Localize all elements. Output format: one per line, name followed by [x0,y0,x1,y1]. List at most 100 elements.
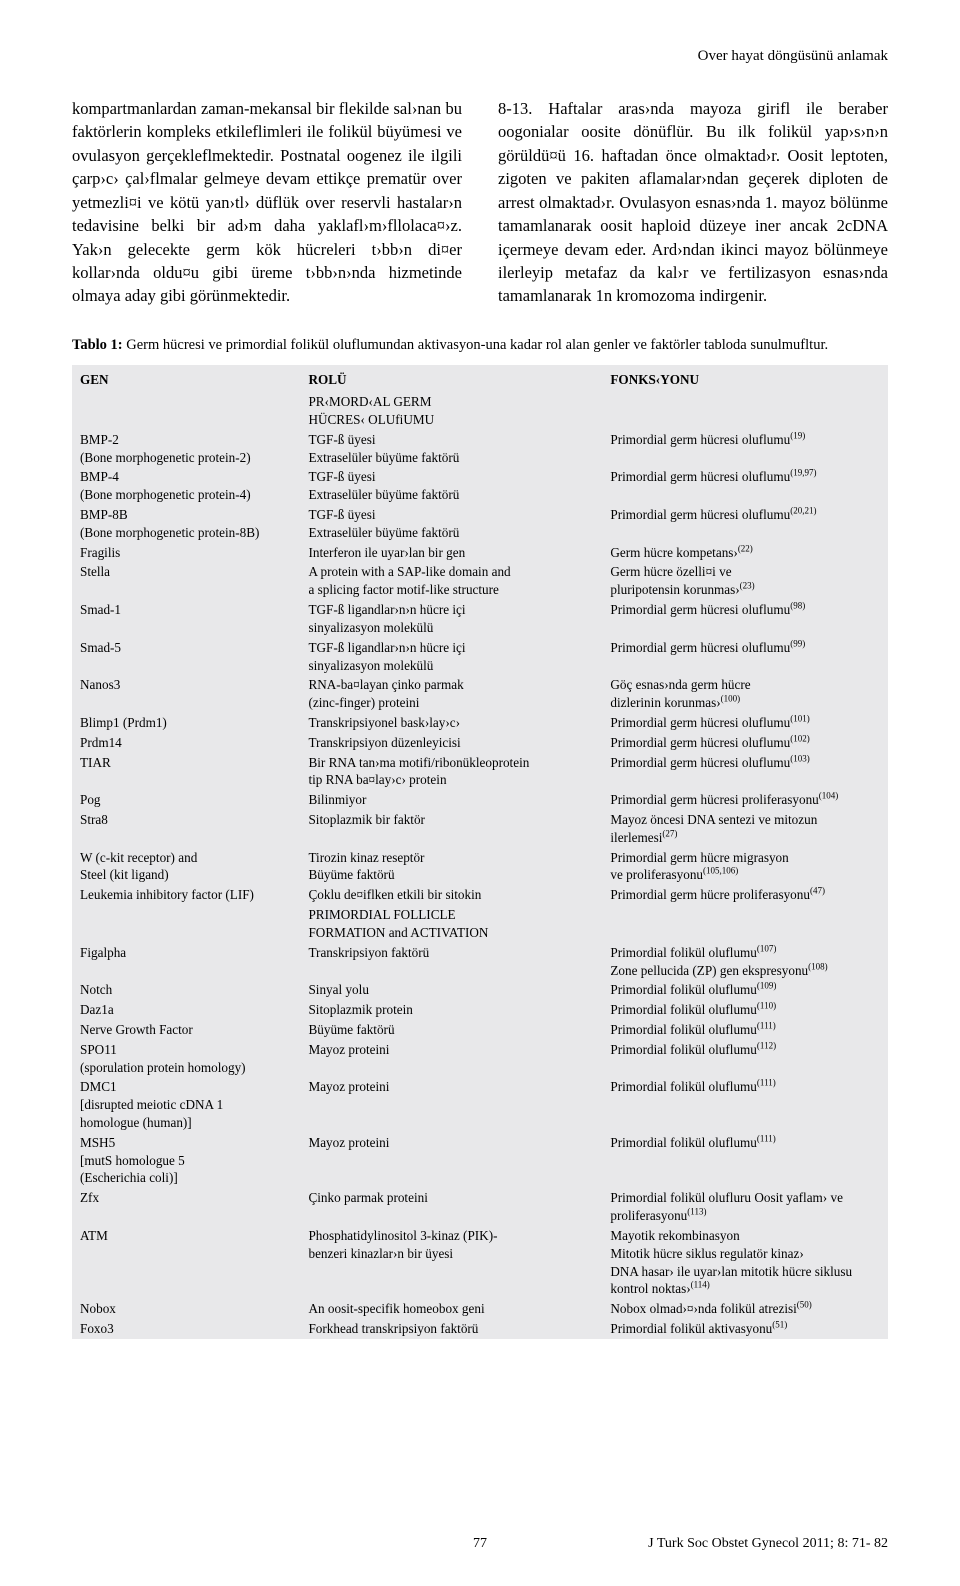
table-cell: Leukemia inhibitory factor (LIF) [72,885,300,905]
table-header-gen: GEN [72,365,300,392]
page-number: 77 [473,1536,487,1552]
table-cell: BMP-4(Bone morphogenetic protein-4) [72,467,300,505]
table-cell: BMP-2(Bone morphogenetic protein-2) [72,430,300,468]
table-row: StellaA protein with a SAP-like domain a… [72,562,888,600]
table-cell: TGF-ß ligandlar›n›n hücre içisinyalizasy… [300,638,602,676]
table-cell: An oosit-specifik homeobox geni [300,1299,602,1319]
table-cell: Stella [72,562,300,600]
table-cell: Göç esnas›nda germ hücredizlerinin korun… [602,675,888,713]
table-cell: Primordial germ hücre proliferasyonu(47) [602,885,888,905]
table-cell: Figalpha [72,943,300,981]
table-cell: Transkripsiyon düzenleyicisi [300,733,602,753]
table-cell: Primordial germ hücresi oluflumu(19,97) [602,467,888,505]
table-cell: Mayoz öncesi DNA sentezi ve mitozun iler… [602,810,888,848]
table-cell: ATM [72,1226,300,1299]
table-header-rolu: ROLÜ [300,365,602,392]
table-cell: Primordial germ hücresi oluflumu(19) [602,430,888,468]
table-cell: Smad-1 [72,600,300,638]
table-row: Stra8Sitoplazmik bir faktörMayoz öncesi … [72,810,888,848]
table-cell: Foxo3 [72,1319,300,1339]
table-cell: Smad-5 [72,638,300,676]
table-cell: Primordial germ hücresi oluflumu(98) [602,600,888,638]
table-cell: Primordial germ hücre migrasyonve prolif… [602,848,888,886]
table-cell: Bir RNA tan›ma motifi/ribonükleoproteint… [300,753,602,791]
table-cell: Primordial folikül aktivasyonu(51) [602,1319,888,1339]
table-row: Nerve Growth FactorBüyüme faktörüPrimord… [72,1020,888,1040]
table-row: Smad-1TGF-ß ligandlar›n›n hücre içisinya… [72,600,888,638]
table-cell: Primordial folikül oluflumu(109) [602,980,888,1000]
table-cell: Notch [72,980,300,1000]
table-row: W (c-kit receptor) andSteel (kit ligand)… [72,848,888,886]
table-row: Nanos3RNA-ba¤layan çinko parmak(zinc-fin… [72,675,888,713]
table-cell: Mayotik rekombinasyonMitotik hücre siklu… [602,1226,888,1299]
table-cell: Fragilis [72,543,300,563]
table-row: FragilisInterferon ile uyar›lan bir genG… [72,543,888,563]
table-cell: Transkripsiyonel bask›lay›c› [300,713,602,733]
table-section-row: PR‹MORD‹AL GERMHÜCRES‹ OLUfiUMU [72,392,888,430]
table-cell: TGF-ß ligandlar›n›n hücre içisinyalizasy… [300,600,602,638]
table-cell: Mayoz proteini [300,1133,602,1188]
table-cell: Primordial germ hücresi oluflumu(102) [602,733,888,753]
table-cell: Daz1a [72,1000,300,1020]
body-right-column: 8-13. Haftalar aras›nda mayoza girifl il… [498,97,888,308]
body-columns: kompartmanlardan zaman-mekansal bir flek… [72,97,888,308]
table-cell: RNA-ba¤layan çinko parmak(zinc-finger) p… [300,675,602,713]
table-row: Daz1aSitoplazmik proteinPrimordial folik… [72,1000,888,1020]
table-cell: Çoklu de¤iflken etkili bir sitokin [300,885,602,905]
table-cell: Büyüme faktörü [300,1020,602,1040]
table-cell: Nanos3 [72,675,300,713]
table-cell: Mayoz proteini [300,1040,602,1078]
page-footer: 77 J Turk Soc Obstet Gynecol 2011; 8: 71… [72,1536,888,1552]
table-cell: Sinyal yolu [300,980,602,1000]
table-row: TIARBir RNA tan›ma motifi/ribonükleoprot… [72,753,888,791]
table-row: ZfxÇinko parmak proteiniPrimordial folik… [72,1188,888,1226]
table-cell: Bilinmiyor [300,790,602,810]
table-row: NoboxAn oosit-specifik homeobox geniNobo… [72,1299,888,1319]
table-cell: A protein with a SAP-like domain anda sp… [300,562,602,600]
table-cell: Primordial folikül oluflumu(111) [602,1133,888,1188]
table-cell: BMP-8B(Bone morphogenetic protein-8B) [72,505,300,543]
table-cell: Primordial folikül olufluru Oosit yaflam… [602,1188,888,1226]
table-cell: Primordial folikül oluflumu(112) [602,1040,888,1078]
table-cell: W (c-kit receptor) andSteel (kit ligand) [72,848,300,886]
table-cell: Sitoplazmik protein [300,1000,602,1020]
table-row: NotchSinyal yoluPrimordial folikül olufl… [72,980,888,1000]
table-cell: Mayoz proteini [300,1077,602,1132]
table-cell: Forkhead transkripsiyon faktörü [300,1319,602,1339]
table-row: Foxo3Forkhead transkripsiyon faktörüPrim… [72,1319,888,1339]
table-cell: Primordial germ hücresi oluflumu(20,21) [602,505,888,543]
table-cell: Nerve Growth Factor [72,1020,300,1040]
table-row: Smad-5TGF-ß ligandlar›n›n hücre içisinya… [72,638,888,676]
table-row: Prdm14Transkripsiyon düzenleyicisiPrimor… [72,733,888,753]
table-row: MSH5[mutS homologue 5(Escherichia coli)]… [72,1133,888,1188]
table-cell: Blimp1 (Prdm1) [72,713,300,733]
table-row: PogBilinmiyorPrimordial germ hücresi pro… [72,790,888,810]
table-header-fonks: FONKS‹YONU [602,365,888,392]
table-section-label: PR‹MORD‹AL GERMHÜCRES‹ OLUfiUMU [300,392,602,430]
table-row: ATMPhosphatidylinositol 3-kinaz (PIK)-be… [72,1226,888,1299]
table-cell: Nobox [72,1299,300,1319]
table-cell: Çinko parmak proteini [300,1188,602,1226]
table-cell: Primordial folikül oluflumu(111) [602,1077,888,1132]
table-cell: Germ hücre kompetans›(22) [602,543,888,563]
table-cell: Zfx [72,1188,300,1226]
body-left-column: kompartmanlardan zaman-mekansal bir flek… [72,97,462,308]
table-row: FigalphaTranskripsiyon faktörüPrimordial… [72,943,888,981]
table-cell: TGF-ß üyesiExtraselüler büyüme faktörü [300,505,602,543]
table-cell: TGF-ß üyesiExtraselüler büyüme faktörü [300,430,602,468]
table-row: SPO11(sporulation protein homology)Mayoz… [72,1040,888,1078]
table-row: BMP-4(Bone morphogenetic protein-4)TGF-ß… [72,467,888,505]
running-head: Over hayat döngüsünü anlamak [72,48,888,65]
table-cell: MSH5[mutS homologue 5(Escherichia coli)] [72,1133,300,1188]
journal-citation: J Turk Soc Obstet Gynecol 2011; 8: 71- 8… [648,1536,888,1552]
table-cell: Primordial germ hücresi proliferasyonu(1… [602,790,888,810]
table-caption-label: Tablo 1: [72,337,123,353]
table-cell: SPO11(sporulation protein homology) [72,1040,300,1078]
table-cell: Germ hücre özelli¤i vepluripotensin koru… [602,562,888,600]
table-cell: Prdm14 [72,733,300,753]
table-cell: Sitoplazmik bir faktör [300,810,602,848]
table-cell: Primordial folikül oluflumu(110) [602,1000,888,1020]
table-caption-text: Germ hücresi ve primordial folikül olufl… [126,337,828,353]
table-cell: Primordial germ hücresi oluflumu(99) [602,638,888,676]
table-cell: Primordial folikül oluflumu(107)Zone pel… [602,943,888,981]
